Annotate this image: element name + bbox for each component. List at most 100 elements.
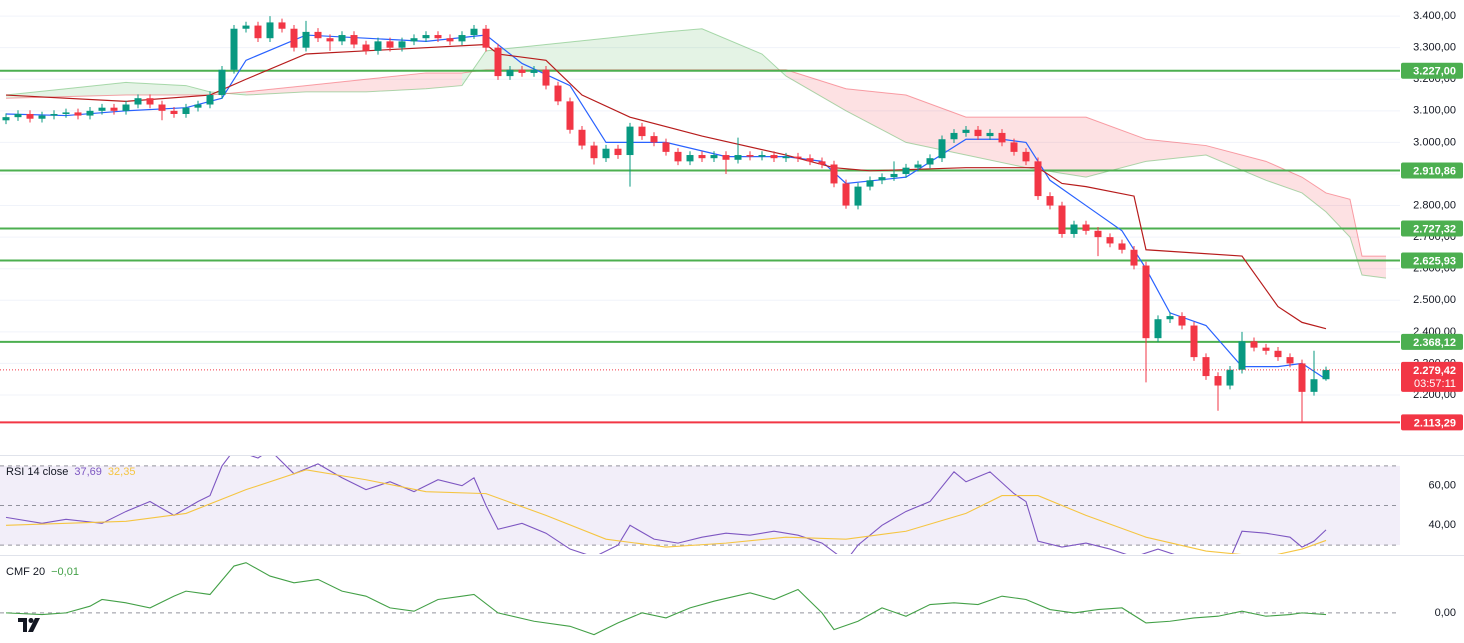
candle-body (518, 69, 526, 73)
candle-body (566, 101, 574, 130)
candle-body (146, 98, 154, 105)
candle-body (890, 173, 898, 178)
candle-body (1142, 265, 1150, 339)
candle-body (902, 167, 910, 174)
cloud-segment (306, 79, 366, 92)
cloud-segment (126, 82, 186, 96)
pane-title: RSI 14 close (6, 466, 68, 478)
candle-body (290, 28, 298, 48)
candle-body (62, 112, 70, 114)
last-price-box (1401, 361, 1463, 392)
candle-body (794, 156, 802, 159)
candle-body (74, 112, 82, 116)
candle-body (1178, 316, 1186, 326)
candle-body (698, 155, 706, 159)
candle-body (122, 104, 130, 111)
candle-body (578, 129, 586, 146)
candle-body (338, 35, 346, 42)
level-label: 2.625,93 (1413, 255, 1456, 267)
candle-body (662, 142, 670, 152)
candle-body (686, 155, 694, 162)
candle-body (302, 31, 310, 48)
candle-body (1118, 243, 1126, 250)
candle-body (1106, 237, 1114, 244)
candle-body (1046, 196, 1054, 206)
candle-body (506, 69, 514, 77)
candle-body (1238, 341, 1246, 370)
candle-body (194, 104, 202, 108)
y-tick-label: 3.100,00 (1413, 105, 1456, 117)
candle-body (2, 117, 10, 121)
level-label: 2.368,12 (1413, 337, 1456, 349)
candle-body (998, 132, 1006, 143)
candle-body (962, 129, 970, 133)
pane-title: CMF 20 (6, 566, 45, 578)
candle-body (854, 186, 862, 206)
cloud-segment (366, 72, 426, 92)
y-tick-label: 3.000,00 (1413, 136, 1456, 148)
candle-body (182, 107, 190, 114)
y-tick-label: 0,00 (1435, 607, 1456, 619)
candle-body (938, 139, 946, 159)
candle-body (590, 145, 598, 159)
logo-part (18, 618, 27, 632)
indicator-line (5, 456, 1327, 554)
cloud-segment (786, 69, 846, 111)
candle-body (98, 107, 106, 111)
last-price-label: 2.279,42 (1413, 365, 1456, 377)
candle-body (638, 126, 646, 137)
cloud-segment (1326, 192, 1350, 238)
candle-body (770, 155, 778, 159)
cloud-segment (1206, 145, 1266, 181)
cloud-segment (1266, 161, 1302, 193)
candle-body (602, 148, 610, 159)
candle-body (314, 31, 322, 39)
candle-body (14, 113, 22, 118)
candle-body (434, 35, 442, 39)
candle-body (422, 35, 430, 39)
cloud-segment (906, 95, 966, 156)
logo-part (28, 618, 40, 632)
level-label: 3.227,00 (1413, 66, 1456, 78)
candle-body (1286, 357, 1294, 364)
countdown: 03:57:11 (1414, 378, 1456, 390)
candle-body (986, 132, 994, 137)
candle-body (362, 44, 370, 51)
candle-body (542, 69, 550, 86)
cloud-segment (1086, 117, 1146, 178)
cloud-segment (702, 28, 762, 70)
candle-body (866, 180, 874, 187)
candle-body (482, 28, 490, 48)
candle-body (830, 164, 838, 184)
logo (18, 618, 40, 632)
candle-body (326, 38, 334, 42)
y-tick-label: 60,00 (1428, 480, 1456, 492)
candle-body (26, 113, 34, 119)
level-label-box (1401, 220, 1463, 237)
level-label-box (1401, 333, 1463, 350)
y-tick-label: 3.400,00 (1413, 10, 1456, 22)
cloud-segment (462, 50, 486, 86)
candle-body (1214, 376, 1222, 386)
cloud-segment (546, 38, 606, 70)
candle-body (1322, 369, 1330, 380)
span-a (5, 28, 1387, 279)
candle-body (626, 126, 634, 156)
level-label: 2.910,86 (1413, 165, 1456, 177)
candle-body (494, 47, 502, 77)
candle-body (926, 158, 934, 165)
candle-body (206, 95, 214, 105)
candle-body (242, 25, 250, 29)
level-label-box (1401, 62, 1463, 79)
candle-body (1058, 205, 1066, 234)
candle-body (1094, 230, 1102, 238)
candle-body (614, 148, 622, 156)
candle-body (254, 25, 262, 39)
candle-body (974, 129, 982, 137)
candle-body (230, 28, 238, 70)
pane-value: −0,01 (51, 566, 79, 578)
candle-body (1298, 363, 1306, 392)
